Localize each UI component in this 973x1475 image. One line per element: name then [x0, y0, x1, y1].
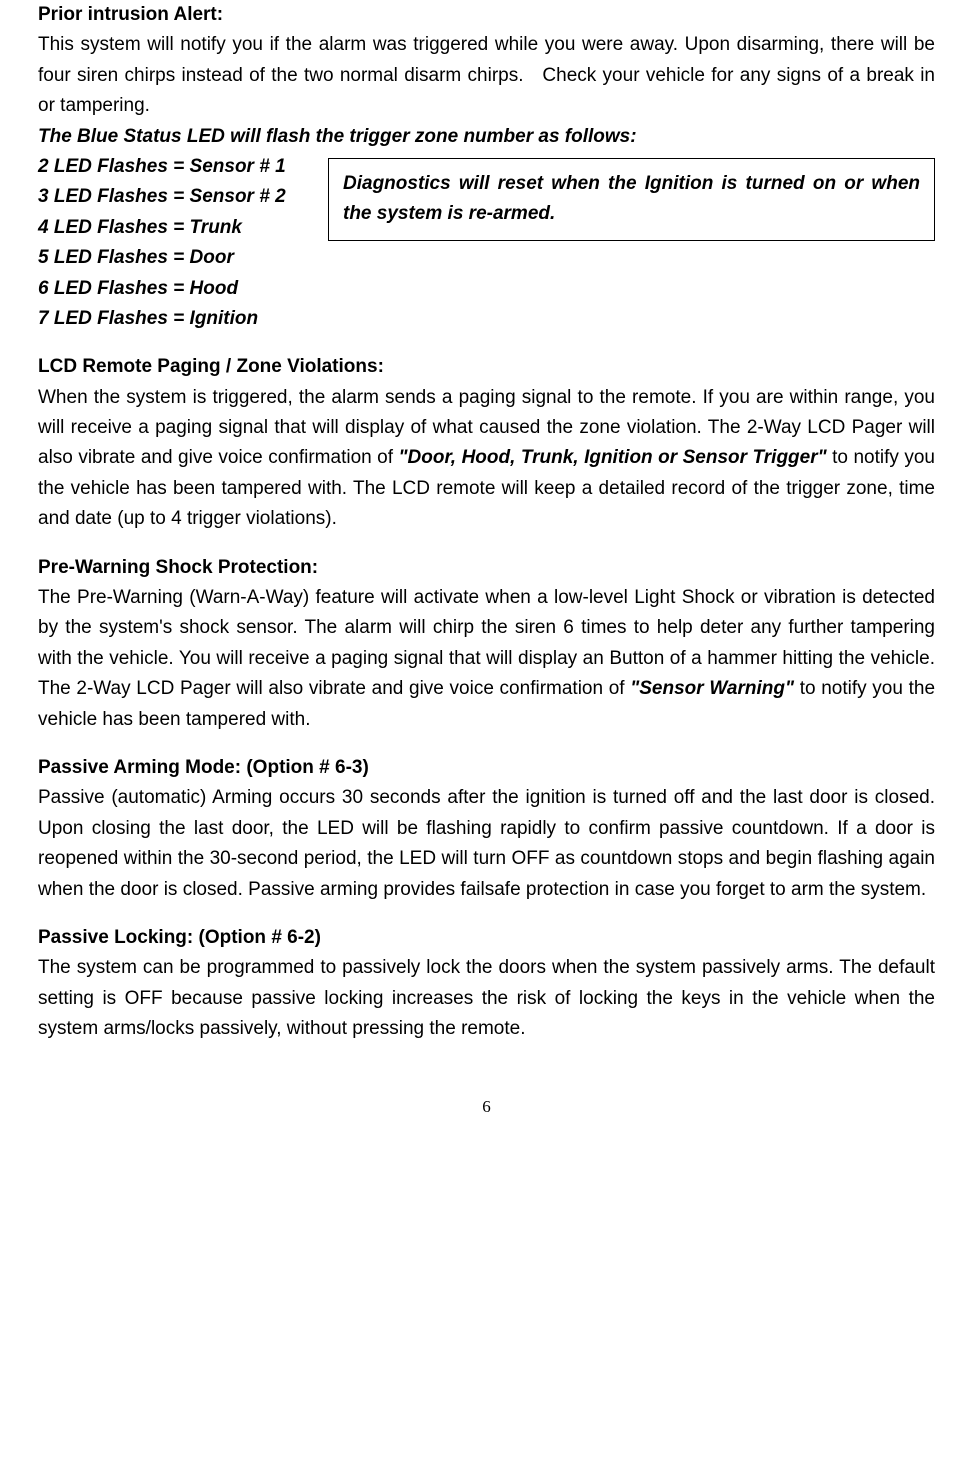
- heading-passive-locking: Passive Locking: (Option # 6-2): [38, 923, 935, 953]
- heading-passive-arming: Passive Arming Mode: (Option # 6-3): [38, 753, 935, 783]
- section-prior-intrusion: Prior intrusion Alert: This system will …: [38, 0, 935, 122]
- led-flash-item: 4 LED Flashes = Trunk: [38, 213, 308, 243]
- section-lcd-remote: LCD Remote Paging / Zone Violations: Whe…: [38, 352, 935, 534]
- diagnostics-box: Diagnostics will reset when the Ignition…: [328, 158, 935, 241]
- led-flash-item: 6 LED Flashes = Hood: [38, 274, 308, 304]
- section-passive-arming: Passive Arming Mode: (Option # 6-3) Pass…: [38, 753, 935, 905]
- heading-prior-intrusion: Prior intrusion Alert:: [38, 0, 935, 30]
- lcd-quote: "Door, Hood, Trunk, Ignition or Sensor T…: [399, 447, 827, 468]
- led-flash-item: 5 LED Flashes = Door: [38, 243, 308, 273]
- section-passive-locking: Passive Locking: (Option # 6-2) The syst…: [38, 923, 935, 1045]
- page-number: 6: [38, 1093, 935, 1120]
- heading-lcd-remote: LCD Remote Paging / Zone Violations:: [38, 352, 935, 382]
- body-passive-locking: The system can be programmed to passivel…: [38, 953, 935, 1044]
- led-flash-item: 7 LED Flashes = Ignition: [38, 304, 308, 334]
- prewarning-quote: "Sensor Warning": [630, 678, 794, 699]
- spacer: [38, 905, 935, 923]
- led-flash-list: 2 LED Flashes = Sensor # 1 3 LED Flashes…: [38, 152, 308, 334]
- body-prior-intrusion: This system will notify you if the alarm…: [38, 30, 935, 121]
- section-pre-warning: Pre-Warning Shock Protection: The Pre-Wa…: [38, 553, 935, 735]
- led-flash-section: 2 LED Flashes = Sensor # 1 3 LED Flashes…: [38, 152, 935, 334]
- body-lcd-remote: When the system is triggered, the alarm …: [38, 383, 935, 535]
- heading-pre-warning: Pre-Warning Shock Protection:: [38, 553, 935, 583]
- body-pre-warning: The Pre-Warning (Warn-A-Way) feature wil…: [38, 583, 935, 735]
- spacer: [38, 535, 935, 553]
- spacer: [38, 735, 935, 753]
- body-passive-arming: Passive (automatic) Arming occurs 30 sec…: [38, 783, 935, 905]
- led-flash-item: 3 LED Flashes = Sensor # 2: [38, 182, 308, 212]
- spacer: [38, 334, 935, 352]
- led-status-intro: The Blue Status LED will flash the trigg…: [38, 122, 935, 152]
- led-flash-item: 2 LED Flashes = Sensor # 1: [38, 152, 308, 182]
